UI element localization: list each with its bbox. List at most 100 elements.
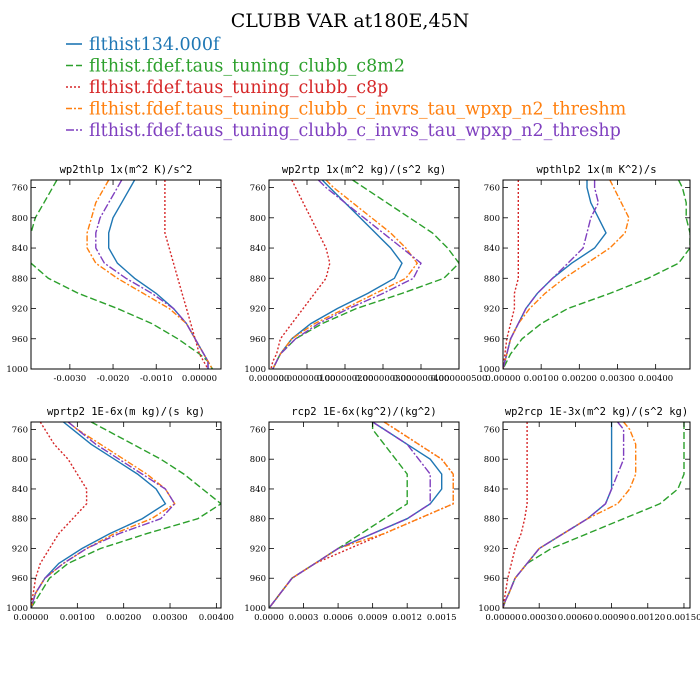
y-tick-label: 840 bbox=[12, 485, 28, 495]
x-tick-label: 0.000000300 bbox=[355, 374, 412, 384]
x-tick-label: 0.00400 bbox=[199, 613, 234, 623]
x-tick-label: 0.000000500 bbox=[431, 374, 488, 384]
y-tick-label: 760 bbox=[484, 184, 500, 194]
y-tick-label: 920 bbox=[12, 544, 28, 554]
figure-title: CLUBB VAR at180E,45N bbox=[231, 10, 470, 32]
plot-frame bbox=[502, 421, 691, 609]
y-tick-label: 920 bbox=[484, 305, 500, 315]
series-group bbox=[503, 422, 685, 608]
plot-frame bbox=[268, 179, 460, 370]
y-tick-label: 800 bbox=[484, 214, 500, 224]
y-tick-label: 1000 bbox=[478, 604, 500, 614]
x-tick-label: 0.0003 bbox=[289, 613, 319, 623]
x-tick-label: 0.00000 bbox=[485, 613, 520, 623]
series-line bbox=[31, 422, 176, 608]
x-tick-label: 0.00000 bbox=[182, 374, 217, 384]
series-line bbox=[86, 180, 214, 369]
y-tick-label: 760 bbox=[12, 184, 28, 194]
y-tick-label: 840 bbox=[484, 244, 500, 254]
x-tick-label: 0.000000 bbox=[249, 374, 290, 384]
y-tick-label: 1000 bbox=[244, 365, 266, 375]
y-tick-label: 920 bbox=[250, 544, 266, 554]
y-tick-label: 840 bbox=[12, 244, 28, 254]
series-line bbox=[503, 422, 613, 608]
x-tick-label: 0.0006 bbox=[323, 613, 353, 623]
series-line bbox=[503, 422, 528, 608]
x-tick-label: 0.00200 bbox=[106, 613, 141, 623]
series-group bbox=[31, 422, 221, 608]
x-tick-label: 0.0009 bbox=[358, 613, 388, 623]
x-tick-label: 0.00300 bbox=[152, 613, 187, 623]
chart-panel: wprtp2 1E-6x(m kg)/(s kg) 760 800 840 880 920… bbox=[6, 406, 234, 623]
series-line bbox=[272, 180, 459, 369]
x-tick-label: 0.00090 bbox=[594, 613, 629, 623]
x-tick-label: 0.00120 bbox=[630, 613, 665, 623]
legend: flthist134.000fflthist.fdef.taus_tuning_… bbox=[66, 35, 627, 141]
series-line bbox=[272, 180, 419, 369]
series-line bbox=[503, 180, 630, 369]
y-tick-label: 960 bbox=[484, 335, 500, 345]
y-tick-label: 840 bbox=[484, 485, 500, 495]
panel-title: wp2rtp 1x(m^2 kg)/(s^2 kg) bbox=[282, 164, 446, 176]
series-line bbox=[31, 422, 88, 608]
panel-title: wp2rcp 1E-3x(m^2 kg)/(s^2 kg) bbox=[505, 406, 688, 418]
y-tick-label: 880 bbox=[12, 274, 28, 284]
y-tick-label: 760 bbox=[250, 184, 266, 194]
chart-panel: wp2rcp 1E-3x(m^2 kg)/(s^2 kg) 760 800 840 88… bbox=[478, 406, 700, 623]
x-tick-label: 0.00100 bbox=[524, 374, 559, 384]
y-tick-label: 1000 bbox=[6, 604, 28, 614]
series-group bbox=[270, 180, 459, 369]
chart-panel: wp2rtp 1x(m^2 kg)/(s^2 kg) 760 800 840 880 92… bbox=[244, 164, 487, 384]
legend-label: flthist.fdef.taus_tuning_clubb_c8m2 bbox=[89, 57, 405, 77]
plot-frame bbox=[30, 179, 222, 370]
x-tick-label: 0.00000 bbox=[485, 374, 520, 384]
y-tick-label: 960 bbox=[484, 574, 500, 584]
legend-label: flthist.fdef.taus_tuning_clubb_c8p bbox=[89, 78, 388, 98]
y-tick-label: 960 bbox=[12, 574, 28, 584]
y-tick-label: 1000 bbox=[244, 604, 266, 614]
series-line bbox=[269, 422, 454, 608]
series-line bbox=[503, 180, 690, 369]
series-line bbox=[503, 422, 625, 608]
x-tick-label: 0.00060 bbox=[558, 613, 593, 623]
y-tick-label: 800 bbox=[250, 455, 266, 465]
series-line bbox=[31, 180, 214, 369]
x-tick-label: -0.0030 bbox=[54, 374, 87, 384]
series-group bbox=[31, 180, 214, 369]
legend-label: flthist.fdef.taus_tuning_clubb_c_invrs_t… bbox=[89, 100, 627, 120]
series-line bbox=[270, 180, 331, 369]
series-line bbox=[503, 422, 685, 608]
panel-title: wpthlp2 1x(m K^2)/s bbox=[536, 164, 656, 176]
y-tick-label: 1000 bbox=[478, 365, 500, 375]
panel-title: wprtp2 1E-6x(m kg)/(s kg) bbox=[47, 406, 205, 418]
y-tick-label: 800 bbox=[250, 214, 266, 224]
y-tick-label: 840 bbox=[250, 485, 266, 495]
series-group bbox=[503, 180, 690, 369]
x-tick-label: 0.00000 bbox=[13, 613, 48, 623]
y-tick-label: 960 bbox=[250, 574, 266, 584]
series-line bbox=[164, 180, 209, 369]
chart-panel: wpthlp2 1x(m K^2)/s 760 800 840 880 920 960 100… bbox=[478, 164, 691, 384]
y-tick-label: 920 bbox=[484, 544, 500, 554]
x-tick-label: 0.0015 bbox=[427, 613, 457, 623]
series-line bbox=[503, 422, 637, 608]
series-line bbox=[108, 180, 209, 369]
y-tick-label: 800 bbox=[12, 214, 28, 224]
x-tick-label: 0.000000400 bbox=[393, 374, 450, 384]
x-tick-label: 0.00400 bbox=[638, 374, 673, 384]
series-line bbox=[31, 422, 167, 608]
y-tick-label: 920 bbox=[12, 305, 28, 315]
series-line bbox=[272, 180, 403, 369]
x-tick-label: -0.0010 bbox=[140, 374, 173, 384]
y-tick-label: 920 bbox=[250, 305, 266, 315]
y-tick-label: 800 bbox=[484, 455, 500, 465]
y-tick-label: 880 bbox=[250, 515, 266, 525]
y-tick-label: 960 bbox=[250, 335, 266, 345]
panels-grid: wp2thlp 1x(m^2 K)/s^2 760 800 840 880 920 960 1… bbox=[6, 164, 700, 623]
y-tick-label: 880 bbox=[484, 515, 500, 525]
legend-label: flthist134.000f bbox=[89, 35, 221, 55]
plot-frame bbox=[30, 421, 222, 609]
x-tick-label: -0.0020 bbox=[97, 374, 130, 384]
y-tick-label: 1000 bbox=[6, 365, 28, 375]
